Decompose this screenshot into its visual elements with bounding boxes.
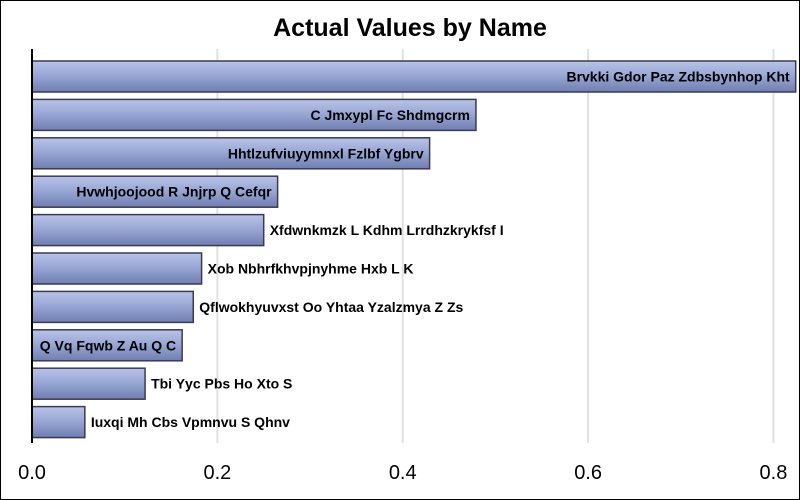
bar [31,367,146,400]
bar-label: Q Vq Fqwb Z Au Q C [40,337,176,353]
bars [31,60,797,439]
bar-label: Hvwhjoojood R Jnjrp Q Cefqr [76,184,272,200]
bar [31,405,86,439]
bar [31,137,431,170]
bar-label: Tbi Yyc Pbs Ho Xto S [151,376,292,392]
bar [31,290,195,324]
x-axis-ticks: 0.0 0.2 0.4 0.6 0.8 [18,462,787,484]
bar-label: Brvkki Gdor Paz Zdbsbynhop Kht [566,69,790,85]
bar [31,98,477,132]
bar [31,252,203,285]
bar-label: Qflwokhyuvxst Oo Yhtaa Yzalzmya Z Zs [199,299,463,315]
bar [31,60,797,93]
x-tick-label: 0.2 [203,462,231,484]
bar [31,213,265,247]
bar-label: Hhtlzufviuyymnxl Fzlbf Ygbrv [228,145,424,161]
bar-label: Xfdwnkmzk L Kdhm Lrrdhzkrykfsf I [270,222,504,238]
chart-title: Actual Values by Name [273,14,547,42]
x-tick-label: 0.4 [389,462,417,484]
bar-label: C Jmxypl Fc Shdmgcrm [310,107,470,123]
bar-label: Iuxqi Mh Cbs Vpmnvu S Qhnv [91,414,290,430]
bar [31,329,183,362]
bar-label: Xob Nbhrfkhvpjnyhme Hxb L K [208,261,414,277]
x-tick-label: 0.8 [760,462,788,484]
x-tick-label: 0.6 [574,462,602,484]
bar-labels: Brvkki Gdor Paz Zdbsbynhop Kht C Jmxypl F… [40,69,790,431]
x-tick-label: 0.0 [18,462,46,484]
